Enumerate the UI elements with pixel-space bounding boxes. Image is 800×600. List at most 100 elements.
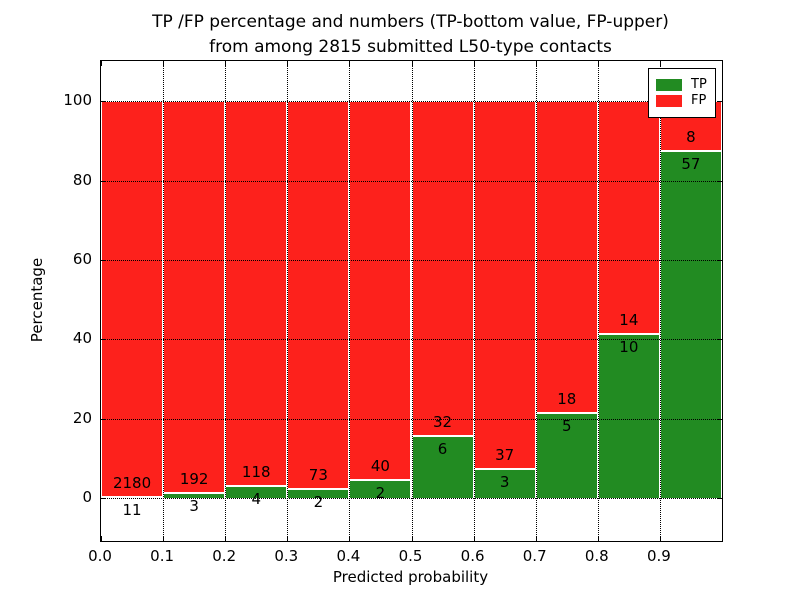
grid-line-vertical [535,61,537,541]
tp-count-label: 3 [499,473,510,492]
x-tick-mark-top [349,61,351,66]
bar-segment-tp [411,435,474,499]
x-tick-mark [349,536,351,541]
x-tick-label: 0.6 [460,547,485,565]
y-tick-mark [101,339,106,341]
bar-segment-fp [473,101,536,469]
x-tick-label: 0.9 [646,547,671,565]
x-tick-mark-top [597,61,599,66]
x-tick-mark-top [659,61,661,66]
y-tick-mark [101,418,106,420]
bar-segment-fp [535,101,598,412]
x-tick-label: 0.4 [336,547,361,565]
bar-segment-fp [101,101,164,497]
x-tick-mark [225,536,227,541]
bar-segment-fp [411,101,474,436]
x-tick-mark-top [535,61,537,66]
tp-count-label: 57 [681,154,701,173]
y-tick-mark-right [717,498,722,500]
y-tick-mark [101,498,106,500]
x-tick-mark [597,536,599,541]
y-tick-mark-right [717,180,722,182]
x-tick-label: 0.8 [584,547,609,565]
x-tick-mark-top [163,61,165,66]
legend-label: FP [691,93,707,108]
tp-count-label: 10 [619,337,639,356]
legend-entry-fp: FP [656,94,708,107]
x-tick-label: 0.3 [274,547,299,565]
bar-segment-tp [101,496,164,499]
fp-count-label: 14 [619,310,639,329]
legend-label: TP [691,77,707,92]
bar-segment-tp [535,411,598,499]
x-tick-mark [101,536,102,541]
fp-count-label: 37 [495,446,515,465]
y-tick-label: 60 [72,249,92,268]
grid-line-horizontal [101,339,722,341]
grid-line-vertical [597,61,599,541]
y-tick-mark-right [717,101,722,103]
grid-line-vertical [225,61,227,541]
fp-count-label: 118 [241,463,271,482]
bar-segment-fp [163,101,226,492]
bars-layer [101,61,722,541]
legend: TP FP [648,68,716,118]
chart-title: TP /FP percentage and numbers (TP-bottom… [100,10,721,60]
x-axis-label: Predicted probability [332,568,489,586]
grid-line-horizontal [101,180,722,182]
fp-count-label: 18 [557,389,577,408]
y-tick-mark-right [717,418,722,420]
bar-segment-fp [349,101,412,480]
grid-line-vertical [163,61,165,541]
x-tick-mark [659,536,661,541]
legend-swatch-fp [656,94,682,107]
x-tick-mark-top [225,61,227,66]
y-tick-label: 80 [72,170,92,189]
x-tick-mark-top [287,61,289,66]
fp-count-label: 73 [308,465,328,484]
x-tick-label: 0.7 [522,547,547,565]
y-tick-label: 0 [82,488,92,507]
tp-count-label: 11 [122,501,142,520]
grid-line-vertical [287,61,289,541]
x-tick-mark [473,536,475,541]
tp-count-label: 2 [313,492,324,511]
chart-title-line2: from among 2815 submitted L50-type conta… [209,37,612,57]
x-tick-mark [535,536,537,541]
plot-area: 2180 11 192 3 118 4 73 2 40 2 32 6 37 3 18 5 14 10 8 57 TP F… [100,60,723,542]
x-tick-mark [287,536,289,541]
grid-line-horizontal [101,418,722,420]
grid-line-vertical [411,61,413,541]
tp-count-label: 5 [561,416,572,435]
legend-entry-tp: TP [656,78,708,91]
x-tick-mark-top [473,61,475,66]
fp-count-label: 2180 [112,474,152,493]
grid-line-vertical [349,61,351,541]
x-tick-mark [411,536,413,541]
chart-title-line1: TP /FP percentage and numbers (TP-bottom… [152,12,669,32]
legend-swatch-tp [656,78,682,91]
grid-line-vertical [473,61,475,541]
y-tick-label: 20 [72,408,92,427]
y-tick-label: 100 [63,91,92,110]
tp-count-label: 2 [375,484,386,503]
y-tick-mark [101,180,106,182]
grid-line-horizontal [101,101,722,103]
x-tick-label: 0.0 [88,547,112,565]
bar-segment-tp [659,149,722,499]
grid-line-horizontal [101,498,722,500]
fp-count-label: 40 [370,457,390,476]
grid-line-vertical [659,61,661,541]
y-tick-mark [101,101,106,103]
y-tick-label: 40 [72,329,92,348]
y-tick-mark-right [717,339,722,341]
fp-count-label: 32 [433,413,453,432]
tp-count-label: 4 [251,490,262,509]
x-tick-label: 0.5 [398,547,423,565]
grid-layer [101,61,722,541]
x-tick-label: 0.2 [212,547,237,565]
tp-count-label: 6 [437,440,448,459]
bar-segment-fp [597,101,660,333]
tick-marks-layer [101,61,722,541]
